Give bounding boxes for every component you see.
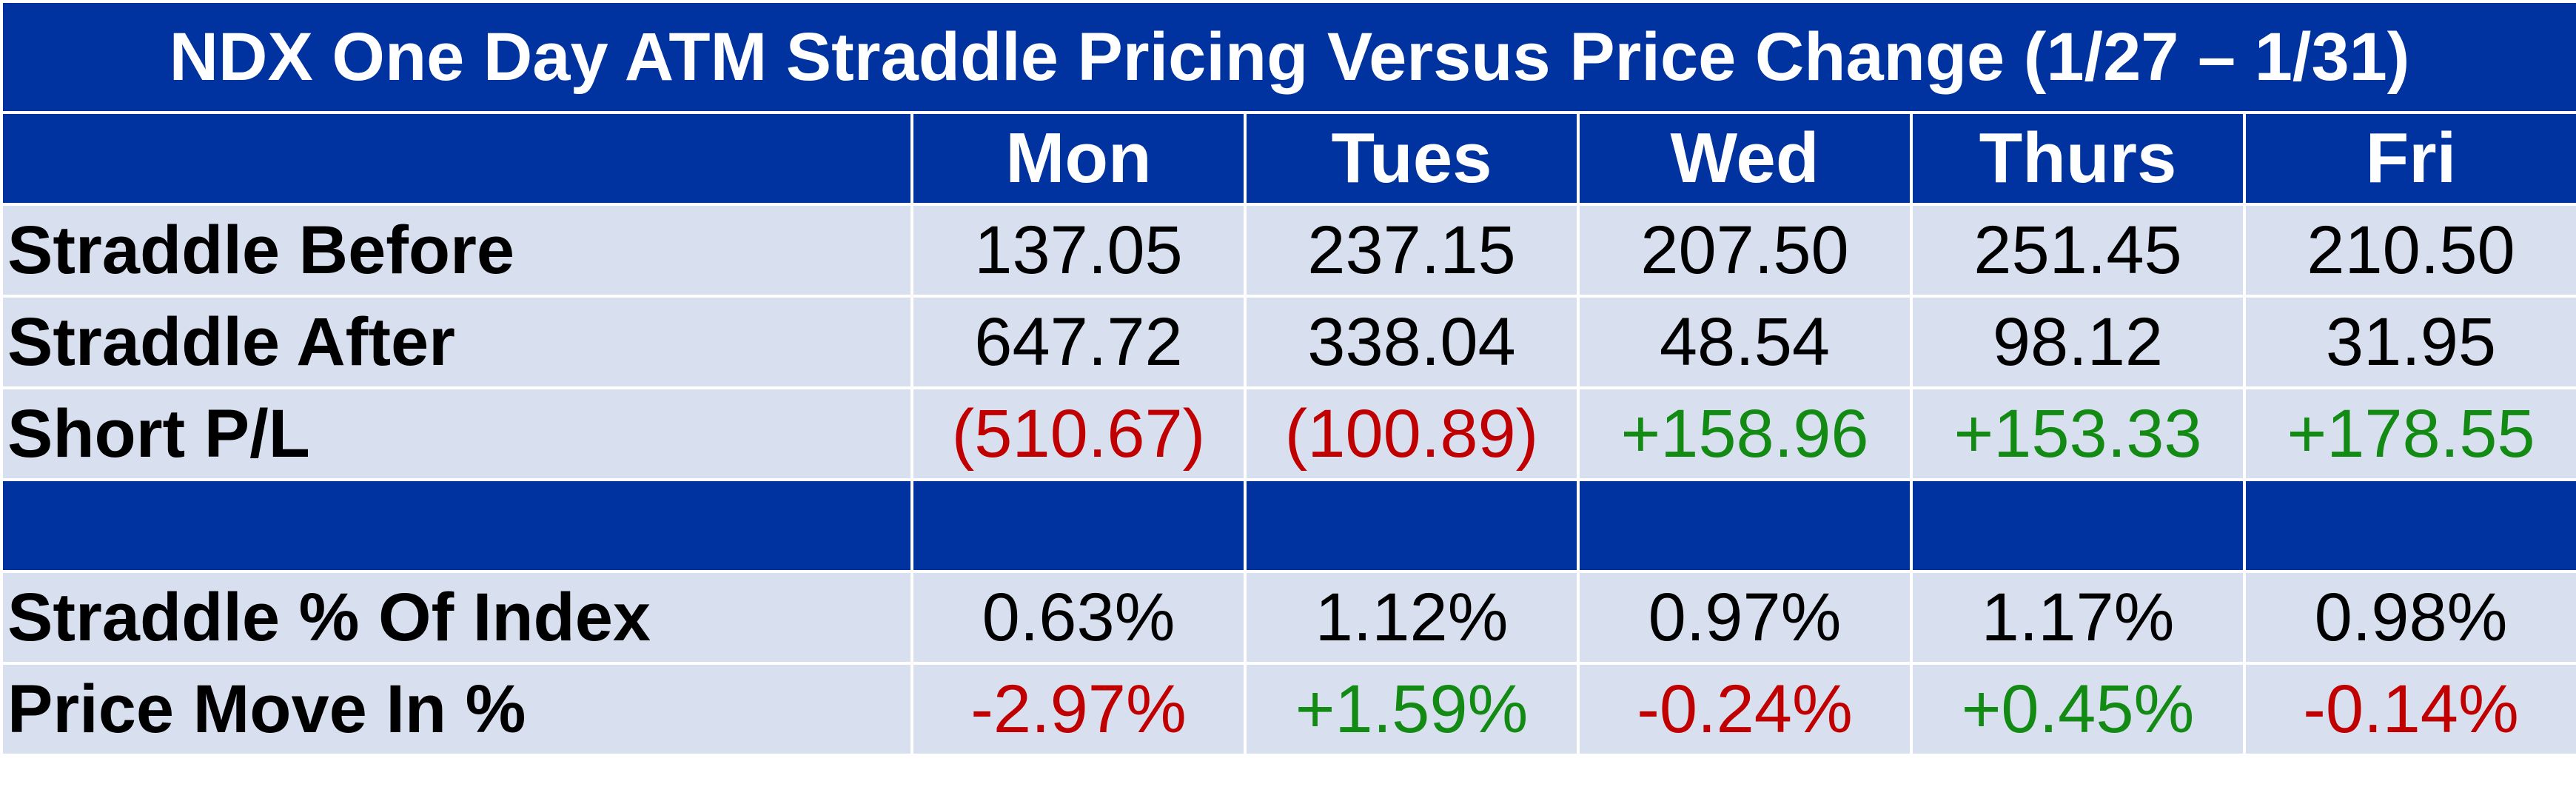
day-header-fri: Fri [2243,111,2576,206]
value-cell: 338.04 [1244,295,1580,389]
separator-cell [1577,478,1913,573]
value-cell: +1.59% [1244,662,1580,757]
value-cell: -2.97% [910,662,1247,757]
value-cell: (510.67) [910,386,1247,481]
row-label: Price Move In % [0,662,913,757]
day-header-mon: Mon [910,111,1247,206]
row-short-pl: Short P/L (510.67) (100.89) +158.96 +153… [0,386,2576,481]
row-label: Straddle Before [0,203,913,298]
title-row: NDX One Day ATM Straddle Pricing Versus … [0,0,2576,114]
day-header-wed: Wed [1577,111,1913,206]
row-price-move: Price Move In % -2.97% +1.59% -0.24% +0.… [0,662,2576,757]
header-row: Mon Tues Wed Thurs Fri [0,111,2576,206]
value-cell: 207.50 [1577,203,1913,298]
value-cell: -0.14% [2243,662,2576,757]
separator-cell [1910,478,2246,573]
value-cell: +153.33 [1910,386,2246,481]
value-cell: +178.55 [2243,386,2576,481]
day-header-tues: Tues [1244,111,1580,206]
value-cell: 1.12% [1244,570,1580,665]
header-blank-cell [0,111,913,206]
separator-cell [910,478,1247,573]
value-cell: 0.98% [2243,570,2576,665]
row-straddle-pct-of-index: Straddle % Of Index 0.63% 1.12% 0.97% 1.… [0,570,2576,665]
day-header-thurs: Thurs [1910,111,2246,206]
separator-cell [2243,478,2576,573]
value-cell: 48.54 [1577,295,1913,389]
value-cell: -0.24% [1577,662,1913,757]
value-cell: 210.50 [2243,203,2576,298]
row-straddle-after: Straddle After 647.72 338.04 48.54 98.12… [0,295,2576,389]
value-cell: 1.17% [1910,570,2246,665]
value-cell: 647.72 [910,295,1247,389]
row-label: Straddle After [0,295,913,389]
value-cell: 98.12 [1910,295,2246,389]
value-cell: (100.89) [1244,386,1580,481]
value-cell: 251.45 [1910,203,2246,298]
value-cell: +0.45% [1910,662,2246,757]
separator-cell [0,478,913,573]
value-cell: 137.05 [910,203,1247,298]
value-cell: 237.15 [1244,203,1580,298]
table-title: NDX One Day ATM Straddle Pricing Versus … [0,0,2576,114]
value-cell: +158.96 [1577,386,1913,481]
row-label: Short P/L [0,386,913,481]
row-straddle-before: Straddle Before 137.05 237.15 207.50 251… [0,203,2576,298]
value-cell: 0.63% [910,570,1247,665]
value-cell: 31.95 [2243,295,2576,389]
separator-row [0,478,2576,573]
straddle-table: NDX One Day ATM Straddle Pricing Versus … [0,0,2576,757]
separator-cell [1244,478,1580,573]
row-label: Straddle % Of Index [0,570,913,665]
value-cell: 0.97% [1577,570,1913,665]
